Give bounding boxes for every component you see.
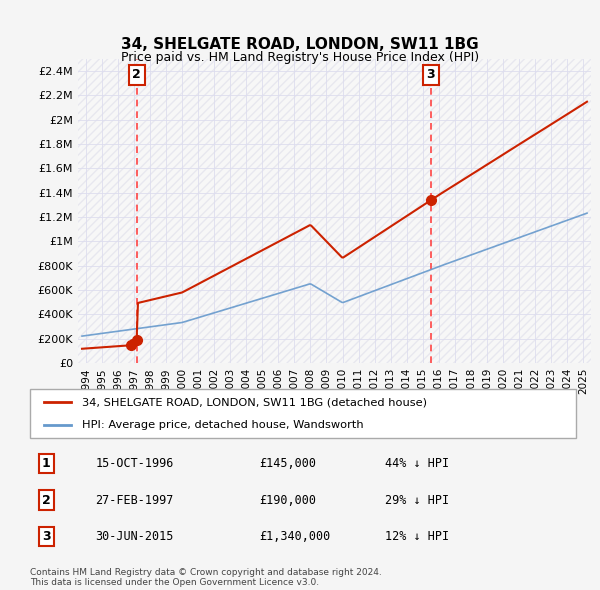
Text: 2: 2 [132,68,141,81]
Text: 34, SHELGATE ROAD, LONDON, SW11 1BG: 34, SHELGATE ROAD, LONDON, SW11 1BG [121,37,479,51]
Text: 3: 3 [42,530,50,543]
Text: £1,340,000: £1,340,000 [259,530,331,543]
Text: 34, SHELGATE ROAD, LONDON, SW11 1BG (detached house): 34, SHELGATE ROAD, LONDON, SW11 1BG (det… [82,398,427,408]
Text: HPI: Average price, detached house, Wandsworth: HPI: Average price, detached house, Wand… [82,419,364,430]
Text: 15-OCT-1996: 15-OCT-1996 [95,457,174,470]
Text: £145,000: £145,000 [259,457,316,470]
Text: 27-FEB-1997: 27-FEB-1997 [95,493,174,507]
Text: 3: 3 [427,68,435,81]
Text: Contains HM Land Registry data © Crown copyright and database right 2024.
This d: Contains HM Land Registry data © Crown c… [30,568,382,587]
FancyBboxPatch shape [30,389,576,438]
Text: 44% ↓ HPI: 44% ↓ HPI [385,457,449,470]
Text: 30-JUN-2015: 30-JUN-2015 [95,530,174,543]
Text: 1: 1 [42,457,51,470]
Text: 12% ↓ HPI: 12% ↓ HPI [385,530,449,543]
Text: 29% ↓ HPI: 29% ↓ HPI [385,493,449,507]
Text: 2: 2 [42,493,51,507]
Text: Price paid vs. HM Land Registry's House Price Index (HPI): Price paid vs. HM Land Registry's House … [121,51,479,64]
Text: £190,000: £190,000 [259,493,316,507]
